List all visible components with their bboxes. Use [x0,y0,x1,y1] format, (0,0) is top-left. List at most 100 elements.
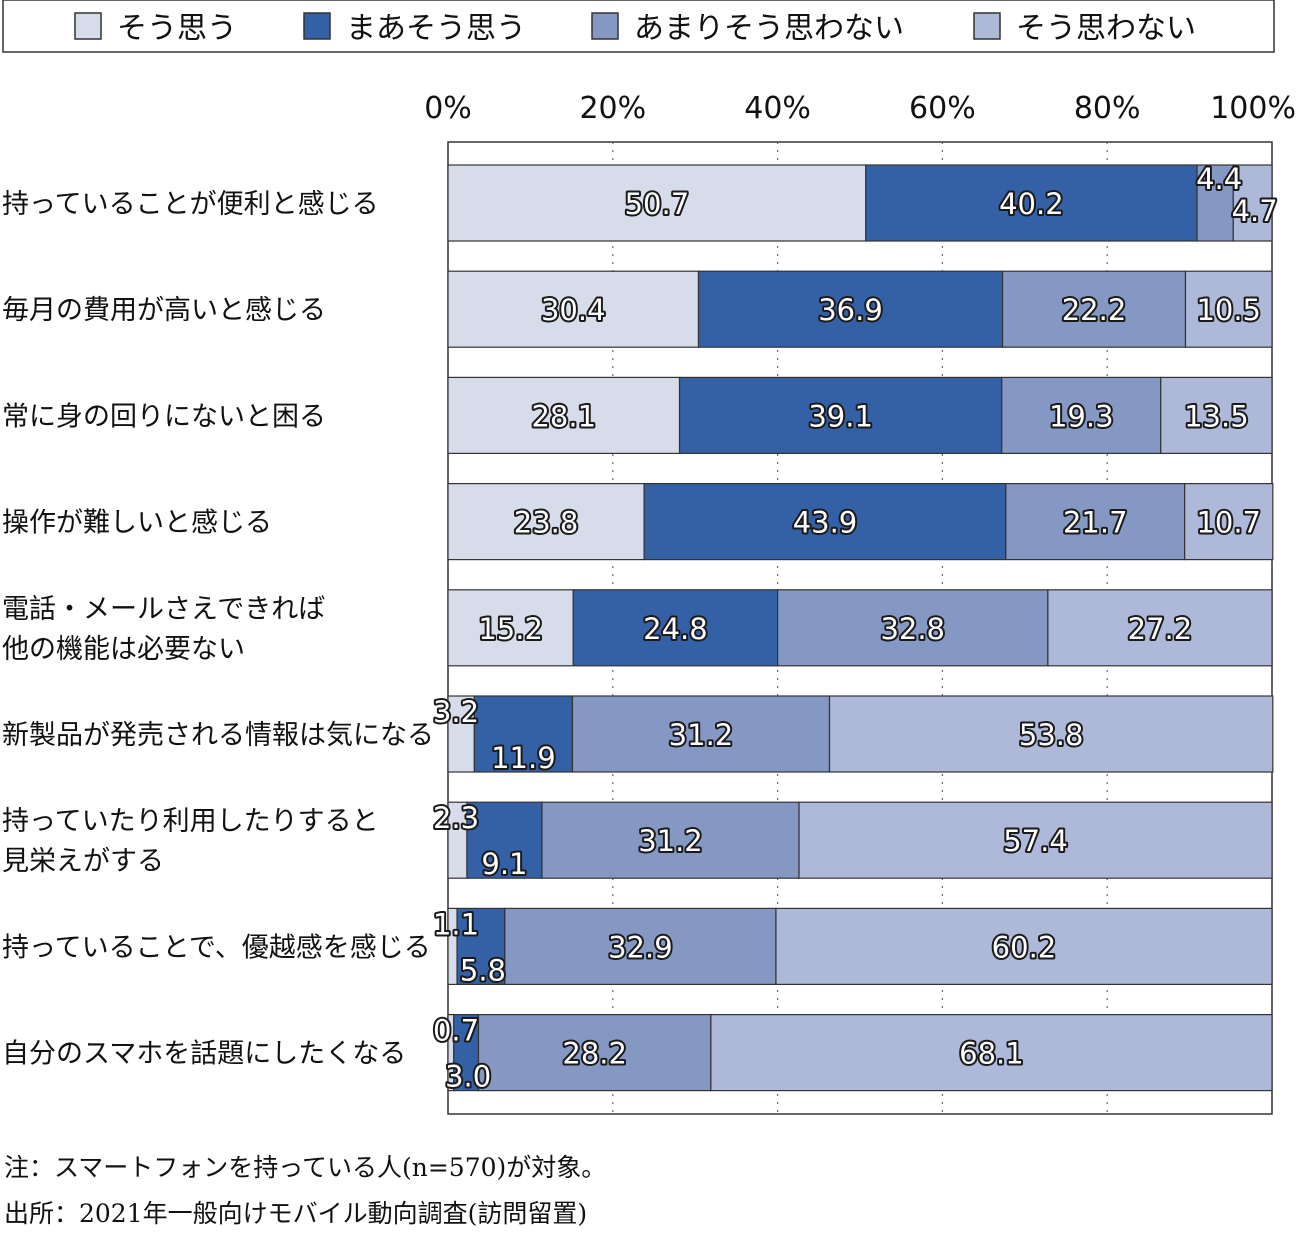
legend-swatch [973,12,1001,40]
category-labels: 持っていることが便利と感じる毎月の費用が高いと感じる常に身の回りにないと困る操作… [2,189,434,1070]
bar-segment [1232,164,1273,242]
legend-label: まあそう思う [346,11,526,46]
svg-text:他の機能は必要ない: 他の機能は必要ない [2,634,245,665]
legend-swatch [591,12,619,40]
bar-segment [447,695,475,773]
svg-text:毎月の費用が高いと感じる: 毎月の費用が高いと感じる [2,295,326,326]
svg-text:電話・メールさえできれば: 電話・メールさえできれば [2,594,325,625]
bar-row: 1.1 5.8 32.9 60.2 [431,905,1273,989]
data-label: 57.4 [1003,824,1068,858]
x-axis-ticks: 0% 20% 40% 60% 80% 100% [424,91,1296,126]
x-tick-label: 0% [424,91,472,126]
svg-text:見栄えがする: 見栄えがする [2,846,164,877]
bar-segment [477,1013,712,1092]
data-label: 31.2 [669,718,734,752]
bar-row: 0.7 3.0 28.2 68.1 [431,1012,1273,1096]
data-label: 39.1 [808,399,873,433]
svg-text:自分のスマホを話題にしたくなる: 自分のスマホを話題にしたくなる [2,1039,406,1070]
data-label: 13.5 [1184,399,1249,433]
data-label: 36.9 [818,293,883,327]
data-label: 15.2 [478,612,543,646]
category-label: 毎月の費用が高いと感じる [2,295,326,326]
plot-area: 50.7 40.2 4.44.7 30.4 36.9 22.2 10.5 28.1 39.1 19… [431,141,1280,1115]
svg-text:持っていることが便利と感じる: 持っていることが便利と感じる [2,189,379,220]
x-tick-label: 20% [579,91,646,126]
bar-segment [776,589,1049,667]
legend: そう思う まあそう思う あまりそう思わない そう思わない [2,0,1275,53]
data-label: 30.4 [541,293,606,327]
data-label: 43.9 [793,506,858,540]
data-label: 22.2 [1062,293,1127,327]
data-label: 2.3 [433,801,479,835]
bar-row: 50.7 40.2 4.44.7 [447,160,1280,242]
data-label: 11.9 [491,741,556,775]
legend-label: そう思う [117,11,237,46]
bar-row: 30.4 36.9 22.2 10.5 [447,270,1273,348]
bar-row: 15.2 24.8 32.8 27.2 [447,589,1273,667]
data-label: 68.1 [959,1037,1024,1071]
data-label: 50.7 [625,187,690,221]
bar-row: 3.2 11.9 31.2 53.8 [431,693,1274,777]
bar-segment [775,907,1273,986]
svg-text:新製品が発売される情報は気になる: 新製品が発売される情報は気になる [2,720,434,751]
data-label: 4.7 [1232,194,1278,228]
bar-segment [447,164,867,242]
data-label: 3.0 [445,1060,491,1094]
x-tick-label: 100% [1210,91,1296,126]
bar-row: 2.39.1 31.2 57.4 [431,799,1273,883]
data-label: 10.5 [1196,293,1261,327]
bar-row: 23.8 43.9 21.7 10.7 [447,483,1274,561]
bar-segment [1005,483,1186,561]
bar-segment [541,801,800,879]
svg-text:持っていたり利用したりすると: 持っていたり利用したりすると [2,806,379,837]
svg-text:常に身の回りにないと困る: 常に身の回りにないと困る [2,401,326,432]
bar-segment [473,695,574,773]
svg-text:操作が難しいと感じる: 操作が難しいと感じる [2,508,272,539]
category-label: 自分のスマホを話題にしたくなる [2,1039,406,1070]
legend-swatch [74,12,102,40]
category-label: 操作が難しいと感じる [2,508,272,539]
bar-segment [1184,483,1274,561]
bar-segment [1160,376,1273,454]
data-label: 21.7 [1063,506,1128,540]
data-label: 23.8 [514,506,579,540]
legend-label: そう思わない [1016,11,1196,46]
data-label: 27.2 [1128,612,1193,646]
bar-segment [1184,270,1273,348]
category-label: 持っていることで、優越感を感じる [2,932,431,963]
data-label: 19.3 [1049,399,1114,433]
data-label: 32.8 [880,612,945,646]
bar-segment [798,801,1273,879]
x-tick-label: 40% [744,91,811,126]
x-tick-label: 60% [909,91,976,126]
bar-segment [447,589,574,667]
bar-row: 28.1 39.1 19.3 13.5 [447,376,1273,454]
data-label: 5.8 [460,953,506,987]
category-label: 持っていることが便利と感じる [2,189,379,220]
data-label: 24.8 [643,612,708,646]
bar-segment [1001,270,1187,348]
bar-segment [678,376,1003,454]
data-label: 0.7 [433,1014,479,1048]
data-label: 3.2 [433,695,479,729]
data-label: 4.4 [1196,162,1242,196]
data-label: 28.2 [562,1037,627,1071]
data-label: 28.1 [531,399,596,433]
legend-box [2,0,1275,53]
data-label: 32.9 [608,930,673,964]
bar-segment [710,1013,1273,1092]
bar-segment [466,801,543,879]
bar-segment [504,907,777,986]
data-label: 31.2 [638,824,703,858]
legend-label: あまりそう思わない [634,11,904,46]
svg-text:持っていることで、優越感を感じる: 持っていることで、優越感を感じる [2,932,431,963]
bar-segment [447,376,681,454]
bar-segment [697,270,1004,348]
x-tick-label: 80% [1074,91,1141,126]
bar-segment [447,483,645,561]
data-label: 53.8 [1019,718,1084,752]
bar-segment [572,589,779,667]
source-note: 出所：2021年一般向けモバイル動向調査(訪問留置) [4,1199,587,1228]
